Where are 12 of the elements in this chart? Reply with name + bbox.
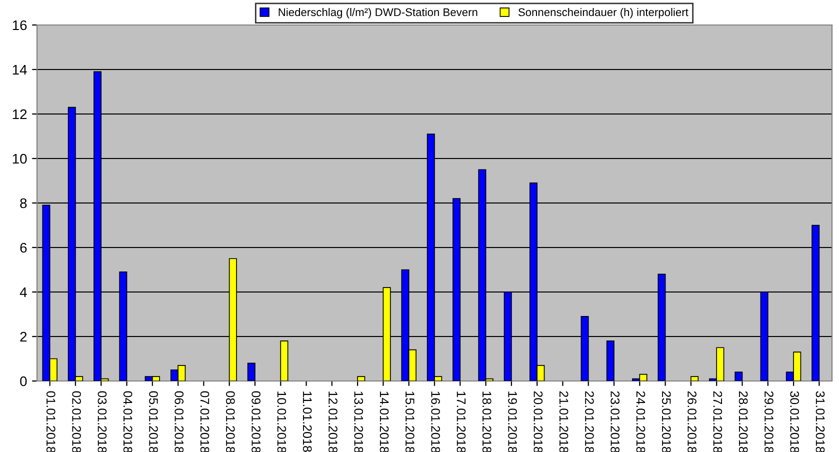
y-tick-label: 16 [12, 20, 27, 30]
legend-label: Sonnenscheindauer (h) interpoliert [518, 8, 688, 18]
y-tick-label: 14 [12, 64, 27, 75]
y-tick-label: 2 [20, 332, 27, 342]
y-tick-label: 10 [12, 154, 27, 164]
y-tick-label: 6 [20, 242, 27, 253]
legend-label: Niederschlag (l/m²) DWD-Station Bevern [278, 8, 478, 18]
y-tick-label: 4 [20, 287, 27, 298]
x-tick-label: 11.01.2018 [302, 392, 312, 452]
y-tick-label: 0 [20, 376, 27, 386]
y-tick-label: 8 [20, 198, 27, 208]
y-tick-label: 12 [12, 109, 27, 120]
